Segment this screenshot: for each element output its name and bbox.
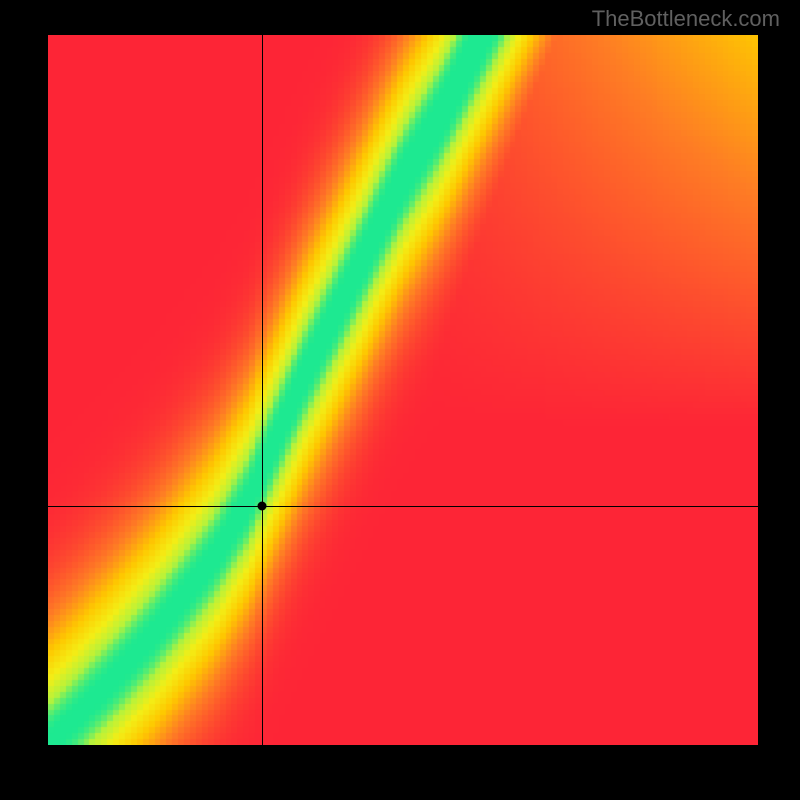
crosshair-vertical <box>262 35 263 745</box>
watermark-text: TheBottleneck.com <box>592 6 780 32</box>
heatmap-plot <box>48 35 758 745</box>
marker-dot <box>258 502 267 511</box>
crosshair-horizontal <box>48 506 758 507</box>
heatmap-canvas <box>48 35 758 745</box>
